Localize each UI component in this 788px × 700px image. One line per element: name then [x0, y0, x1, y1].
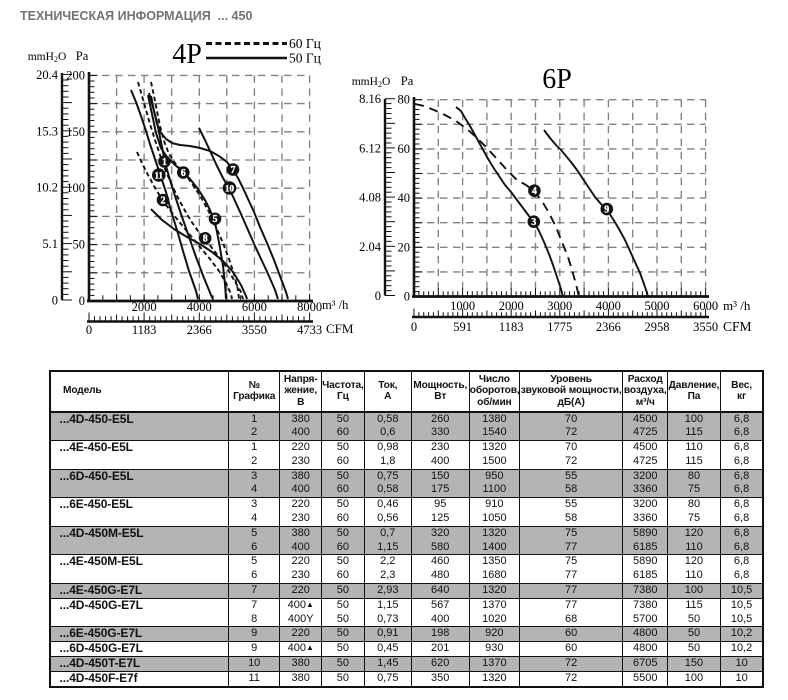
svg-text:60: 60: [398, 142, 411, 156]
svg-text:3: 3: [531, 217, 536, 228]
svg-text:mmH2O: mmH2O: [28, 51, 67, 64]
svg-text:200: 200: [66, 68, 85, 82]
svg-text:1183: 1183: [132, 323, 157, 337]
svg-text:50: 50: [73, 238, 86, 252]
svg-text:2366: 2366: [596, 320, 621, 334]
svg-text:1775: 1775: [547, 320, 572, 334]
svg-text:0: 0: [79, 294, 85, 308]
svg-text:4: 4: [532, 186, 537, 197]
svg-text:6: 6: [181, 168, 186, 179]
svg-text:100: 100: [66, 181, 85, 195]
svg-text:m³ /h: m³ /h: [723, 298, 751, 313]
svg-text:CFM: CFM: [723, 319, 752, 334]
svg-text:Pa: Pa: [76, 49, 89, 63]
svg-text:6000: 6000: [693, 299, 718, 313]
svg-text:5: 5: [213, 214, 218, 225]
svg-text:4733: 4733: [297, 323, 322, 337]
svg-text:2: 2: [161, 195, 166, 206]
svg-text:1: 1: [162, 157, 167, 168]
svg-text:60 Гц: 60 Гц: [289, 36, 321, 51]
svg-text:80: 80: [398, 93, 411, 107]
svg-text:10.2: 10.2: [36, 181, 58, 195]
svg-text:4.08: 4.08: [359, 191, 381, 205]
svg-text:8: 8: [203, 234, 208, 245]
svg-text:20.4: 20.4: [36, 68, 59, 82]
svg-text:4P: 4P: [172, 39, 202, 70]
svg-text:mmH2O: mmH2O: [352, 76, 391, 89]
svg-text:1000: 1000: [450, 299, 475, 313]
svg-text:6000: 6000: [242, 300, 267, 314]
svg-text:CFM: CFM: [326, 321, 354, 336]
svg-text:3000: 3000: [547, 299, 572, 313]
svg-text:3550: 3550: [693, 320, 718, 334]
svg-text:2.04: 2.04: [359, 240, 382, 254]
svg-text:0: 0: [404, 290, 410, 304]
svg-text:20: 20: [398, 240, 411, 254]
svg-text:5.1: 5.1: [42, 237, 58, 251]
svg-text:0: 0: [86, 323, 92, 337]
svg-text:9: 9: [604, 205, 609, 216]
svg-text:150: 150: [66, 125, 85, 139]
svg-text:4000: 4000: [596, 299, 621, 313]
svg-text:5000: 5000: [645, 299, 670, 313]
svg-text:0: 0: [411, 320, 417, 334]
svg-text:0: 0: [52, 294, 58, 308]
svg-text:Pa: Pa: [401, 74, 414, 88]
svg-text:2366: 2366: [187, 323, 212, 337]
svg-text:8000: 8000: [297, 300, 322, 314]
svg-text:11: 11: [155, 170, 164, 180]
svg-text:3550: 3550: [242, 323, 267, 337]
svg-text:8.16: 8.16: [359, 92, 381, 106]
svg-text:40: 40: [398, 191, 411, 205]
svg-text:4000: 4000: [187, 300, 212, 314]
svg-text:50 Гц: 50 Гц: [289, 51, 321, 66]
svg-text:m³ /h: m³ /h: [322, 298, 349, 312]
svg-text:6.12: 6.12: [359, 141, 381, 155]
svg-text:591: 591: [453, 320, 472, 334]
svg-text:2000: 2000: [132, 300, 157, 314]
svg-text:2000: 2000: [499, 299, 524, 313]
svg-text:0: 0: [375, 289, 381, 303]
svg-text:1183: 1183: [499, 320, 524, 334]
svg-text:7: 7: [231, 165, 236, 176]
svg-text:15.3: 15.3: [36, 124, 58, 138]
svg-text:10: 10: [225, 183, 235, 193]
svg-text:2958: 2958: [645, 320, 670, 334]
svg-text:6P: 6P: [542, 64, 572, 95]
